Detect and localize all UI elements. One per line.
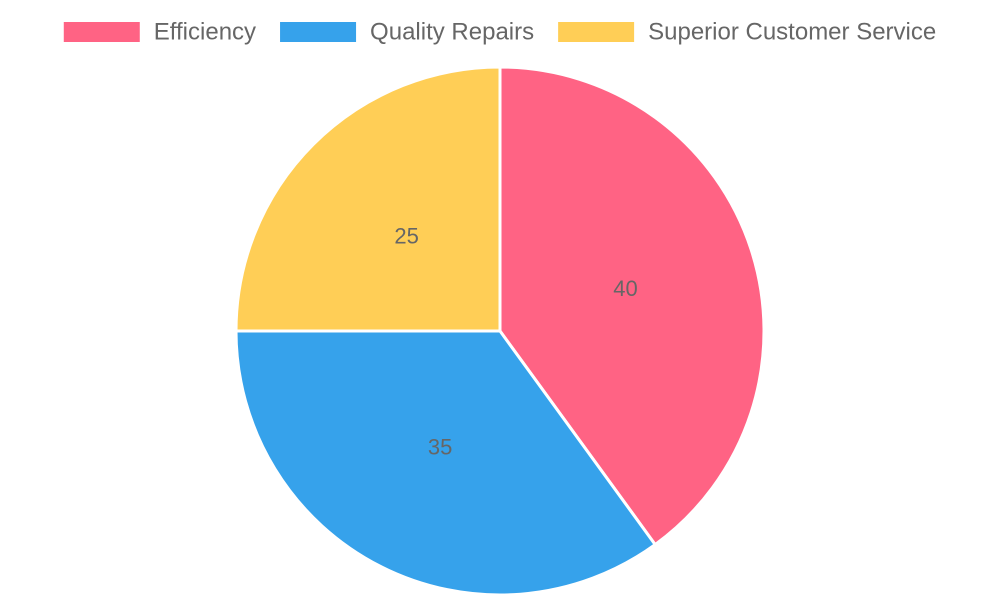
data-label: 40: [613, 276, 637, 301]
legend-label: Efficiency: [154, 18, 256, 45]
legend: Efficiency Quality Repairs Superior Custom…: [63, 18, 936, 45]
legend-swatch: [558, 22, 635, 42]
legend-swatch: [280, 22, 357, 42]
pie-slice: [498, 65, 766, 547]
data-label: 35: [428, 434, 452, 459]
legend-label: Quality Repairs: [370, 18, 534, 45]
data-label: 25: [394, 223, 418, 248]
pie-slice: [234, 329, 657, 597]
legend-swatch: [63, 22, 140, 42]
pie-slice: [234, 65, 502, 333]
legend-label: Superior Customer Service: [648, 18, 936, 45]
